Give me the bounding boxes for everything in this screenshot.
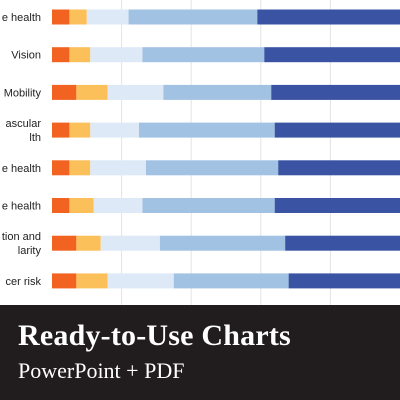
bar-segment-row5-seg2 bbox=[69, 160, 91, 176]
bar-segment-row5-seg1 bbox=[52, 160, 70, 176]
bar-segment-row7-seg1 bbox=[52, 235, 77, 251]
bar-segment-row7-seg3 bbox=[100, 235, 160, 251]
bar-segment-row4-seg5 bbox=[274, 122, 400, 138]
category-label-6-line-1: e health bbox=[2, 201, 41, 213]
category-label-3-line-1: Mobility bbox=[4, 87, 42, 99]
bar-segment-row1-seg3 bbox=[86, 9, 129, 25]
bar-segment-row6-seg2 bbox=[69, 198, 94, 213]
category-label-7-line-1: tion and bbox=[2, 231, 41, 243]
bar-segment-row8-seg1 bbox=[52, 273, 77, 289]
bar-segment-row8-seg3 bbox=[107, 273, 174, 289]
category-label-7: tion and larity bbox=[2, 231, 42, 257]
category-label-8: cer risk bbox=[6, 276, 42, 288]
category-label-5: e health bbox=[2, 163, 41, 175]
bar-segment-row6-seg3 bbox=[93, 198, 143, 213]
bar-segment-row7-seg5 bbox=[285, 235, 400, 251]
bar-segment-row8-seg2 bbox=[76, 273, 108, 289]
bar-segment-row2-seg3 bbox=[90, 47, 143, 63]
bar-segment-row3-seg3 bbox=[107, 84, 164, 100]
bar-segment-row2-seg2 bbox=[69, 47, 91, 63]
bar-segment-row7-seg2 bbox=[76, 235, 101, 251]
bar-segment-row2-seg5 bbox=[264, 47, 400, 63]
category-label-7-line-2: larity bbox=[18, 245, 42, 257]
category-label-6: e health bbox=[2, 201, 41, 213]
bar-segment-row5-seg5 bbox=[278, 160, 400, 176]
bar-segment-row3-seg5 bbox=[271, 84, 400, 100]
category-label-2: Vision bbox=[11, 50, 41, 62]
category-label-8-line-1: cer risk bbox=[6, 276, 42, 288]
bar-segment-row5-seg3 bbox=[90, 160, 146, 176]
bar-segment-row6-seg4 bbox=[142, 198, 275, 213]
bar-segment-row7-seg4 bbox=[159, 235, 286, 251]
promo-banner: Ready-to-Use Charts PowerPoint + PDF bbox=[0, 305, 400, 400]
bar-segment-row1-seg1 bbox=[52, 9, 70, 25]
bar-segment-row6-seg5 bbox=[274, 198, 400, 213]
bar-segment-row1-seg2 bbox=[69, 9, 87, 25]
stacked-bar-chart: e health Vision Mobility ascular lth e health… bbox=[2, 0, 400, 305]
category-label-4: ascular lth bbox=[6, 118, 42, 144]
bar-segment-row3-seg4 bbox=[163, 84, 272, 100]
grid-lines bbox=[121, 0, 331, 305]
category-label-4-line-1: ascular bbox=[6, 118, 42, 130]
category-labels: e health Vision Mobility ascular lth e health… bbox=[2, 12, 42, 288]
banner-subtitle: PowerPoint + PDF bbox=[18, 358, 185, 383]
bar-segment-row2-seg1 bbox=[52, 47, 70, 63]
bar-segment-row5-seg4 bbox=[145, 160, 279, 176]
bar-segment-row2-seg4 bbox=[142, 47, 265, 63]
category-label-5-line-1: e health bbox=[2, 163, 41, 175]
bar-segment-row4-seg1 bbox=[52, 122, 70, 138]
category-label-4-line-2: lth bbox=[29, 132, 41, 144]
bar-segment-row4-seg3 bbox=[90, 122, 139, 138]
bar-segment-row3-seg2 bbox=[76, 84, 108, 100]
bar-segment-row1-seg4 bbox=[128, 9, 258, 25]
banner-title: Ready-to-Use Charts bbox=[18, 319, 291, 352]
bar-segment-row4-seg4 bbox=[139, 122, 275, 138]
bar-segment-row8-seg5 bbox=[288, 273, 400, 289]
category-label-3: Mobility bbox=[4, 87, 42, 99]
bar-segment-row4-seg2 bbox=[69, 122, 91, 138]
category-label-1: e health bbox=[2, 12, 41, 24]
category-label-2-line-1: Vision bbox=[11, 50, 41, 62]
bar-segment-row6-seg1 bbox=[52, 198, 70, 213]
chart-area: e health Vision Mobility ascular lth e health… bbox=[2, 0, 400, 305]
bar-segment-row8-seg4 bbox=[173, 273, 289, 289]
bars bbox=[52, 9, 400, 289]
category-label-1-line-1: e health bbox=[2, 12, 41, 24]
bar-segment-row1-seg5 bbox=[257, 9, 400, 25]
bar-segment-row3-seg1 bbox=[52, 84, 77, 100]
